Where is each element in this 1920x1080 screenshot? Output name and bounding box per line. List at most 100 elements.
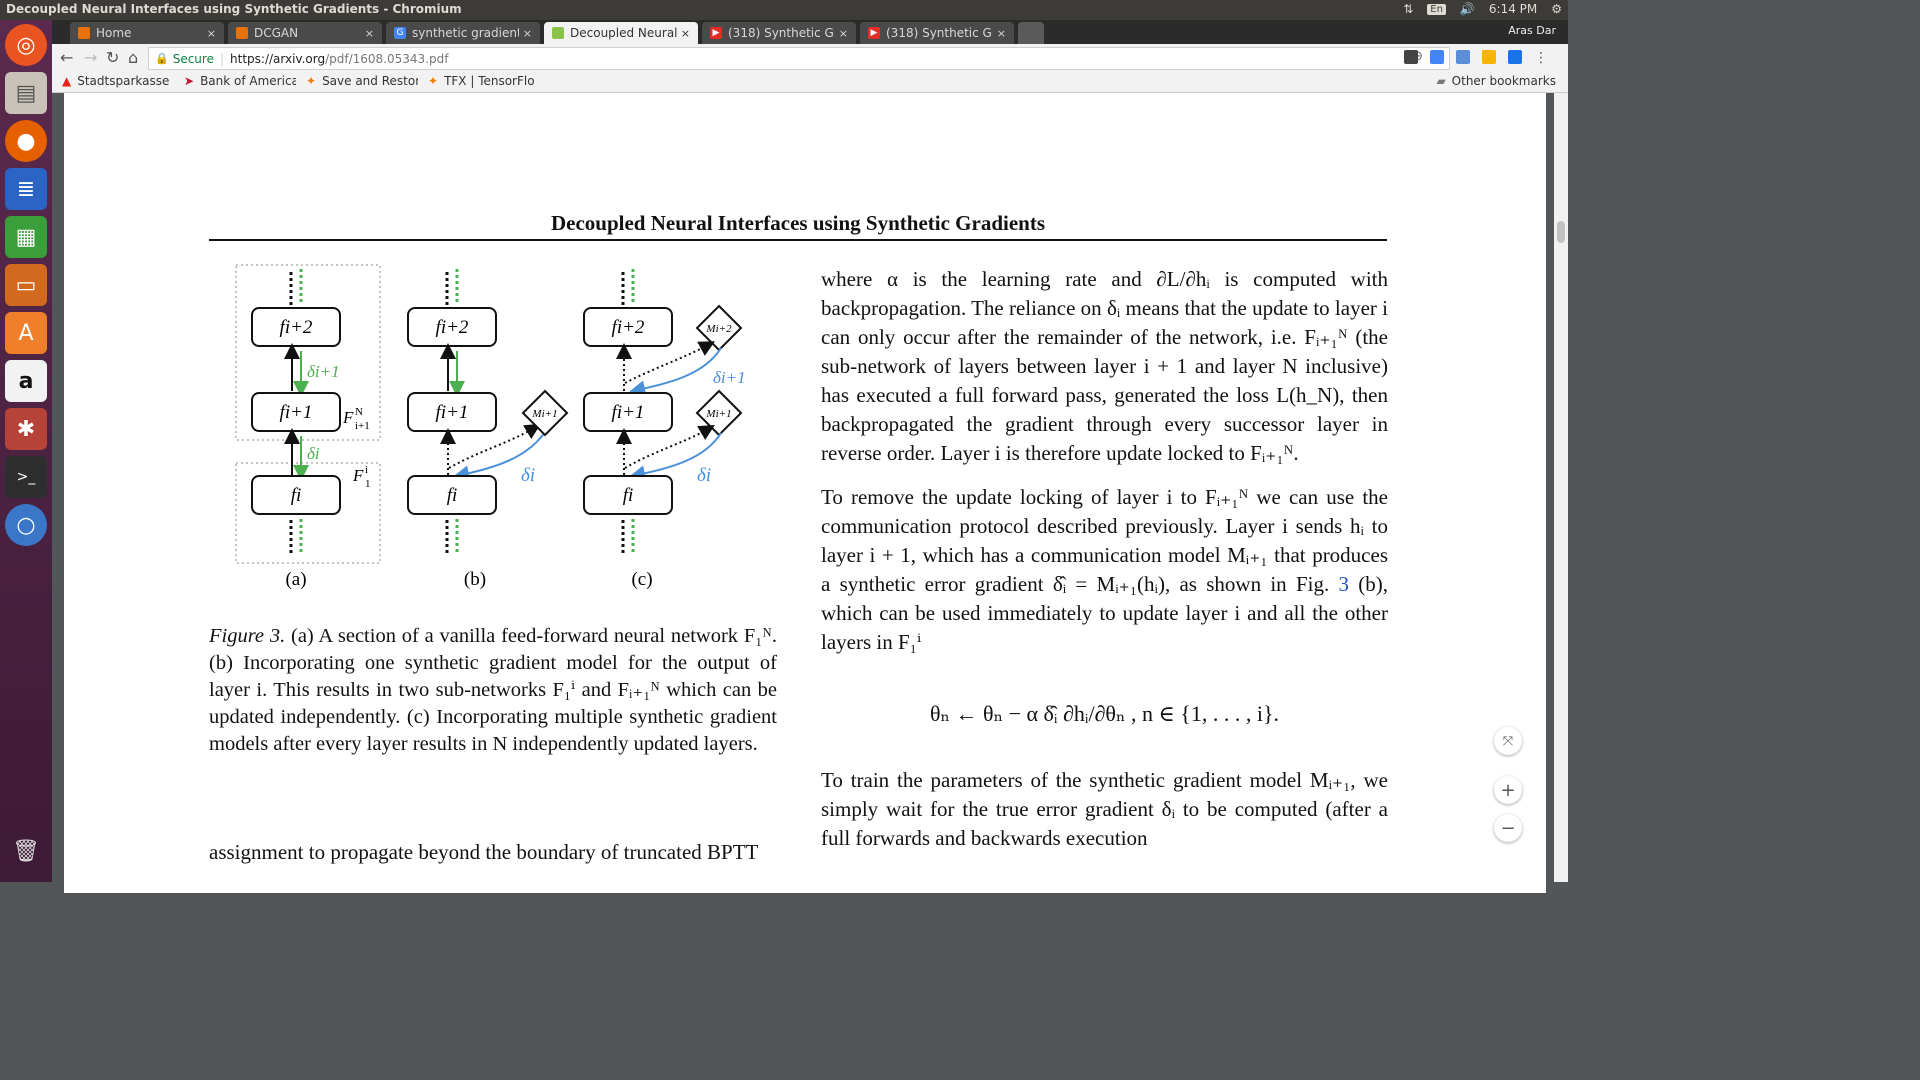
- f-i1-label: fi+1: [612, 402, 645, 423]
- close-icon[interactable]: ×: [364, 26, 374, 40]
- delta-hat-i-label: δi: [697, 465, 711, 486]
- language-indicator[interactable]: En: [1427, 3, 1446, 15]
- google-icon: G: [394, 27, 406, 39]
- tab-dcgan[interactable]: DCGAN ×: [228, 22, 382, 44]
- extension-drop-icon[interactable]: [1508, 50, 1522, 64]
- address-bar[interactable]: 🔒 Secure | https://arxiv.org/pdf/1608.05…: [148, 47, 1450, 70]
- bookmark-tfx[interactable]: ✦ TFX | TensorFlo: [428, 74, 540, 88]
- tab-youtube-1[interactable]: ▶ (318) Synthetic Grad ×: [702, 22, 856, 44]
- software-center-icon[interactable]: A: [5, 312, 47, 354]
- right-column: where α is the learning rate and ∂L/∂hᵢ …: [821, 265, 1388, 868]
- delta-i1-label: δi+1: [307, 362, 340, 381]
- window-title: Decoupled Neural Interfaces using Synthe…: [6, 2, 462, 16]
- scrollbar[interactable]: [1554, 93, 1568, 882]
- ubuntu-dash-icon[interactable]: ◎: [5, 24, 47, 66]
- family-lower-sub: 1: [365, 478, 371, 490]
- panel-b: fi+2 fi+1 Mi+1 δi fi (b): [407, 269, 569, 590]
- tab-decoupled-neural[interactable]: Decoupled Neural In ×: [544, 22, 698, 44]
- pdf-viewer[interactable]: Decoupled Neural Interfaces using Synthe…: [52, 93, 1568, 893]
- fit-page-icon[interactable]: ⤧: [1494, 727, 1522, 755]
- menu-kebab-icon[interactable]: ⋮: [1534, 50, 1548, 66]
- profile-name[interactable]: Aras Dar: [1508, 24, 1556, 37]
- system-top-bar: Decoupled Neural Interfaces using Synthe…: [0, 0, 1568, 20]
- lock-icon: 🔒: [155, 52, 169, 65]
- new-tab-button[interactable]: [1018, 22, 1044, 44]
- files-icon[interactable]: ▤: [5, 72, 47, 114]
- delta-i-label: δi: [307, 444, 320, 463]
- family-lower-sup: i: [365, 464, 368, 476]
- zoom-out-button[interactable]: −: [1494, 814, 1522, 842]
- f-i2-label: fi+2: [436, 317, 469, 338]
- delta-hat-i1-label: δi+1: [713, 368, 746, 387]
- bookmark-label: TFX | TensorFlo: [444, 74, 535, 88]
- reload-icon[interactable]: ↻: [106, 48, 120, 67]
- paragraph-1: where α is the learning rate and ∂L/∂hᵢ …: [821, 267, 1388, 465]
- extension-blue-icon[interactable]: [1430, 50, 1444, 64]
- pocket-icon[interactable]: [1404, 50, 1418, 64]
- figure-link[interactable]: 3: [1338, 572, 1349, 596]
- impress-icon[interactable]: ▭: [5, 264, 47, 306]
- delta-hat-i-label: δi: [521, 465, 535, 486]
- firefox-icon[interactable]: ●: [5, 120, 47, 162]
- caption-lead: Figure 3.: [209, 625, 286, 647]
- tab-label: DCGAN: [254, 26, 299, 40]
- folder-icon: ▰: [1436, 74, 1446, 88]
- paper-header: Decoupled Neural Interfaces using Synthe…: [550, 211, 1046, 235]
- family-upper-sub: i+1: [355, 420, 370, 432]
- tab-label: Decoupled Neural In: [570, 26, 677, 40]
- bookmark-label: Save and Restor: [322, 74, 418, 88]
- system-settings-icon[interactable]: ✱: [5, 408, 47, 450]
- trash-icon[interactable]: 🗑: [12, 838, 40, 864]
- close-icon[interactable]: ×: [206, 26, 216, 40]
- f-i-label: fi: [291, 485, 302, 506]
- close-icon[interactable]: ×: [680, 26, 690, 40]
- volume-icon[interactable]: 🔊: [1459, 2, 1475, 16]
- tab-youtube-2[interactable]: ▶ (318) Synthetic Grad ×: [860, 22, 1014, 44]
- translate-icon[interactable]: [1456, 50, 1470, 64]
- f-i1-label: fi+1: [280, 402, 313, 423]
- close-icon[interactable]: ×: [838, 26, 848, 40]
- header-rule: [209, 239, 1387, 241]
- bookmark-favicon-icon: ➤: [184, 74, 195, 88]
- tab-home[interactable]: Home ×: [70, 22, 224, 44]
- f-i1-label: fi+1: [436, 402, 469, 423]
- family-upper-sup: N: [355, 406, 363, 418]
- extension-yellow-icon[interactable]: [1482, 50, 1496, 64]
- url-path: /pdf/1608.05343.pdf: [325, 51, 449, 66]
- update-equation: θₙ ← θₙ − α δ̂ᵢ ∂hᵢ/∂θₙ , n ∈ {1, . . . …: [929, 701, 1280, 726]
- f-i-label: fi: [623, 485, 634, 506]
- writer-icon[interactable]: ≣: [5, 168, 47, 210]
- home-icon[interactable]: ⌂: [128, 48, 139, 67]
- settings-gear-icon[interactable]: ⚙: [1551, 2, 1562, 16]
- bookmark-stadtsparkasse[interactable]: ▲ Stadtsparkasse: [62, 74, 174, 88]
- bookmark-label: Stadtsparkasse: [77, 74, 170, 88]
- youtube-icon: ▶: [710, 27, 722, 39]
- bookmark-save-restore[interactable]: ✦ Save and Restor: [306, 74, 418, 88]
- tab-synthetic-gradients[interactable]: G synthetic gradients ×: [386, 22, 540, 44]
- network-icon[interactable]: ⇅: [1403, 2, 1414, 16]
- tab-label: synthetic gradients: [412, 26, 519, 40]
- figure-3-diagram: fi+2 δi+1 fi+1 F N i+1 δi F i 1 fi (a): [235, 264, 746, 590]
- other-bookmarks-label: Other bookmarks: [1451, 74, 1556, 88]
- panel-c: fi+2 Mi+2 δi+1 fi+1 Mi+1 δi fi (c): [583, 269, 746, 590]
- tab-label: (318) Synthetic Grad: [728, 26, 835, 40]
- chromium-icon[interactable]: ○: [5, 504, 47, 546]
- family-upper-label: F: [342, 408, 354, 427]
- scrollbar-thumb[interactable]: [1557, 221, 1565, 243]
- caption-text: (a) A section of a vanilla feed-forward …: [209, 625, 777, 755]
- f-i-label: fi: [447, 485, 458, 506]
- other-bookmarks[interactable]: ▰ Other bookmarks: [1436, 74, 1556, 88]
- close-icon[interactable]: ×: [996, 26, 1006, 40]
- bookmark-bank-of-america[interactable]: ➤ Bank of America: [184, 74, 296, 88]
- zoom-in-button[interactable]: +: [1494, 776, 1522, 804]
- browser-toolbar: ← → ↻ ⌂ 🔒 Secure | https://arxiv.org/pdf…: [52, 44, 1568, 72]
- terminal-icon[interactable]: >_: [5, 456, 47, 498]
- launcher: ◎ ▤ ● ≣ ▦ ▭ A a ✱ >_ ○ 🗑: [0, 20, 53, 882]
- clock[interactable]: 6:14 PM: [1488, 2, 1538, 16]
- close-icon[interactable]: ×: [522, 26, 532, 40]
- back-arrow-icon[interactable]: ←: [60, 48, 74, 67]
- forward-arrow-icon[interactable]: →: [84, 48, 98, 67]
- tab-favicon-icon: [78, 27, 90, 39]
- amazon-icon[interactable]: a: [5, 360, 47, 402]
- calc-icon[interactable]: ▦: [5, 216, 47, 258]
